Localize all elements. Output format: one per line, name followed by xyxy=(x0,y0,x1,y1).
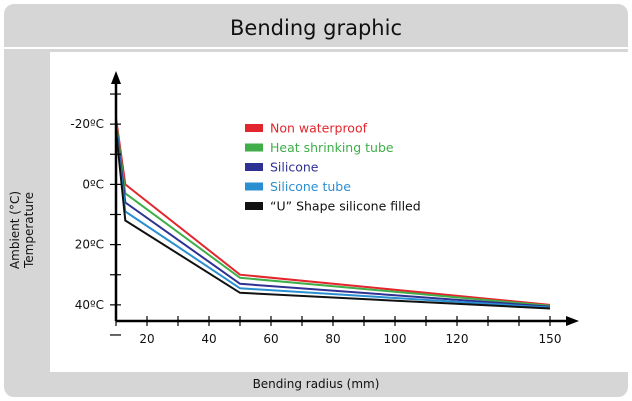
legend-label-2: Heat shrinking tube xyxy=(270,140,394,155)
y-tick-label: 20ºC xyxy=(75,238,104,252)
plot-panel xyxy=(50,52,628,372)
x-tick-label: 150 xyxy=(539,332,562,346)
legend-swatch-4 xyxy=(245,182,263,191)
chart-frame: Bending graphic Ambient (°C) Temperature… xyxy=(4,4,628,397)
x-tick-label: 120 xyxy=(446,332,469,346)
series-line-5 xyxy=(115,130,551,310)
y-tick-label: -20ºC xyxy=(70,117,104,131)
y-axis-arrow xyxy=(111,71,121,84)
legend-label-5: “U” Shape silicone filled xyxy=(270,199,421,214)
legend-label-4: Silicone tube xyxy=(270,179,351,194)
legend-swatch-3 xyxy=(245,163,263,171)
y-tick-label: 40ºC xyxy=(75,298,104,312)
x-tick-label: 100 xyxy=(384,332,407,346)
x-axis-arrow xyxy=(566,316,579,326)
x-axis-title: Bending radius (mm) xyxy=(252,377,380,391)
x-tick-label: 40 xyxy=(201,332,216,346)
legend-swatch-1 xyxy=(245,124,263,132)
legend-swatch-2 xyxy=(245,143,263,152)
x-tick-label: 20 xyxy=(139,332,154,346)
x-tick-label: 60 xyxy=(263,332,278,346)
y-tick-label: 0ºC xyxy=(82,177,104,191)
legend-label-3: Silicone xyxy=(270,160,319,175)
x-tick-label: 80 xyxy=(325,332,340,346)
title-divider xyxy=(4,47,628,49)
legend-swatch-5 xyxy=(245,202,263,210)
chart-title: Bending graphic xyxy=(230,16,402,40)
legend-label-1: Non waterproof xyxy=(270,121,368,136)
